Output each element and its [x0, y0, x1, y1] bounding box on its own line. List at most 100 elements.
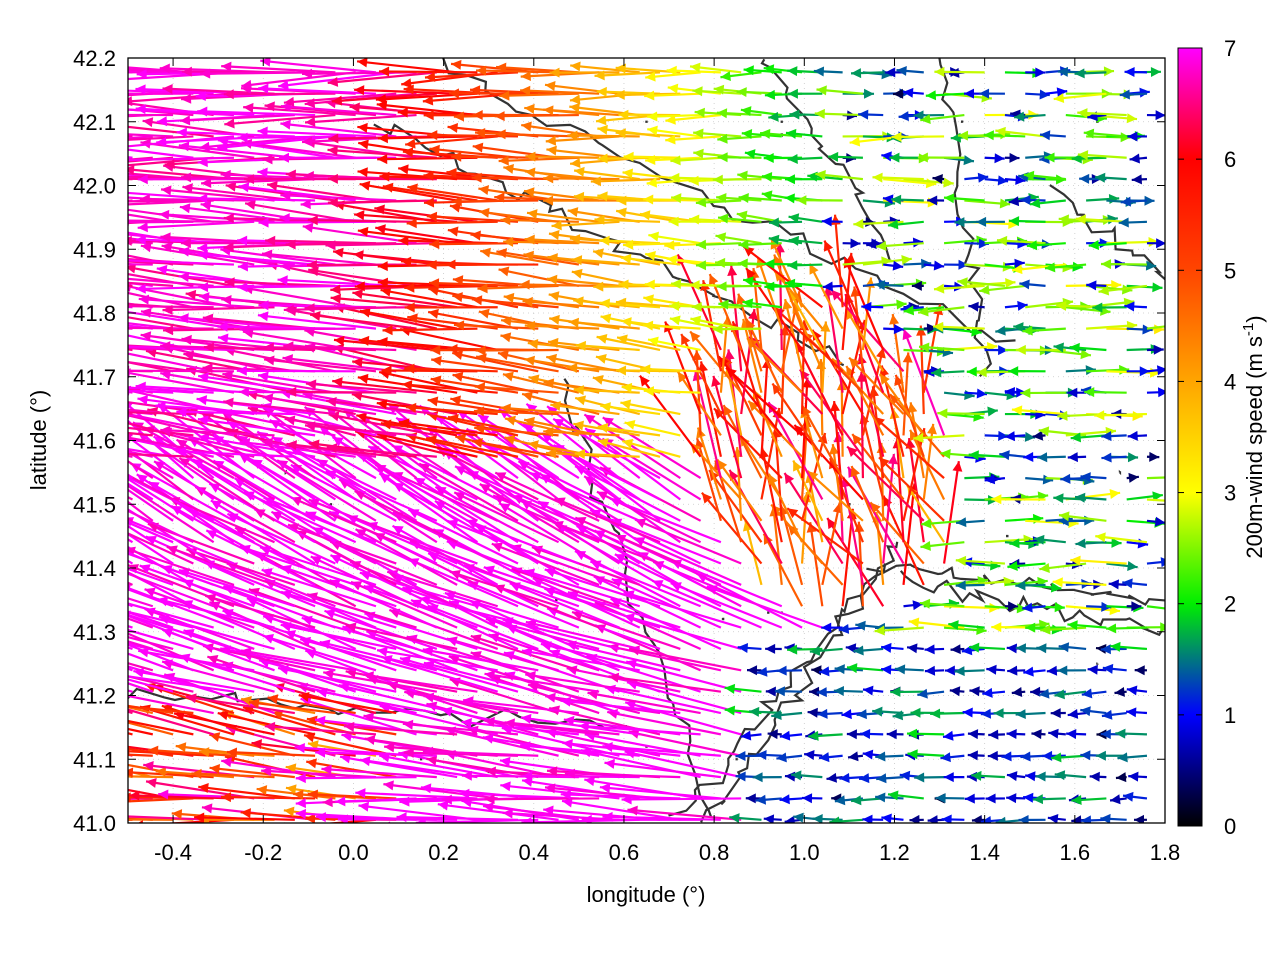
- wind-vector: [128, 797, 133, 800]
- wind-vector: [304, 113, 417, 127]
- wind-vector: [128, 277, 214, 288]
- wind-vector: [643, 386, 701, 397]
- wind-vector: [875, 751, 904, 762]
- wind-vector: [431, 355, 519, 373]
- y-tick-label: 41.7: [73, 365, 116, 390]
- wind-vector: [1053, 92, 1107, 104]
- wind-vector: [495, 62, 579, 74]
- wind-vector: [846, 663, 884, 674]
- wind-vector: [597, 423, 661, 437]
- wind-vector: [816, 85, 864, 96]
- wind-vector: [727, 265, 743, 372]
- wind-vector: [967, 750, 985, 761]
- wind-vector: [971, 770, 1005, 781]
- wind-vector: [1102, 663, 1127, 674]
- wind-vector: [789, 109, 823, 120]
- wind-vector: [543, 173, 620, 184]
- wind-vector: [335, 796, 458, 807]
- wind-vector: [955, 580, 985, 591]
- wind-vector: [858, 109, 884, 120]
- wind-vector: [903, 600, 924, 611]
- wind-vector: [570, 61, 640, 74]
- wind-vector: [911, 280, 924, 291]
- wind-vector: [475, 353, 559, 373]
- wind-vector: [527, 339, 600, 352]
- wind-vector: [525, 670, 640, 693]
- wind-vector: [1042, 750, 1066, 761]
- wind-vector: [405, 135, 498, 149]
- wind-vector: [128, 721, 174, 736]
- wind-vector: [560, 696, 681, 715]
- terrain-contour: [441, 58, 1016, 343]
- wind-vector: [137, 220, 255, 233]
- colorbar-tick-label: 1: [1224, 703, 1236, 728]
- wind-vector: [771, 382, 824, 458]
- wind-vector: [500, 403, 579, 416]
- wind-vector: [745, 793, 762, 804]
- wind-vector: [401, 380, 498, 394]
- wind-vector: [128, 199, 133, 202]
- wind-vector: [1127, 430, 1148, 441]
- wind-vector: [280, 119, 397, 138]
- wind-vector: [882, 453, 898, 564]
- wind-vector: [776, 665, 803, 676]
- wind-vector: [1101, 431, 1127, 442]
- wind-vector: [308, 498, 417, 544]
- wind-vector: [337, 814, 458, 823]
- wind-vector: [496, 248, 580, 266]
- wind-vector: [883, 260, 904, 271]
- wind-vector: [128, 708, 214, 736]
- wind-vector: [560, 789, 681, 800]
- wind-vector: [842, 238, 861, 249]
- wind-vector: [166, 545, 275, 586]
- y-tick-label: 41.2: [73, 684, 116, 709]
- wind-vector: [1080, 472, 1107, 483]
- wind-vector: [933, 283, 985, 294]
- wind-vector: [724, 683, 762, 694]
- wind-vector: [128, 521, 174, 544]
- wind-vector: [695, 197, 742, 208]
- wind-vector: [833, 686, 863, 697]
- wind-vector: [353, 210, 458, 223]
- wind-vector: [1108, 579, 1127, 590]
- wind-vector: [128, 473, 174, 501]
- wind-vector: [785, 128, 823, 139]
- wind-vector: [1118, 217, 1148, 228]
- wind-vector: [145, 778, 255, 800]
- wind-vector: [1077, 150, 1127, 161]
- wind-vector: [304, 421, 417, 437]
- wind-vector: [323, 669, 438, 693]
- x-tick-label: 1.4: [969, 840, 1000, 865]
- wind-vector: [128, 682, 154, 693]
- wind-vectors: [128, 58, 1165, 823]
- wind-vector: [128, 488, 174, 522]
- wind-vector: [423, 660, 539, 693]
- wind-vector: [1100, 259, 1147, 270]
- wind-vector: [404, 363, 498, 374]
- wind-vector: [1025, 67, 1046, 78]
- wind-vector: [1128, 771, 1148, 782]
- wind-vector: [1124, 67, 1147, 78]
- wind-vector: [262, 437, 377, 458]
- wind-vector: [968, 450, 1006, 461]
- wind-vector: [550, 401, 620, 416]
- wind-vector: [1098, 284, 1148, 296]
- wind-vector: [1126, 601, 1142, 612]
- wind-vector: [873, 416, 945, 479]
- wind-vector: [128, 135, 153, 140]
- wind-vector: [525, 151, 600, 162]
- wind-vector: [128, 588, 174, 608]
- wind-vector: [755, 794, 782, 805]
- wind-vector: [1015, 580, 1046, 591]
- wind-vector: [226, 512, 336, 565]
- wind-vector: [890, 686, 924, 697]
- terrain-contour: [700, 541, 899, 823]
- wind-vector: [128, 389, 174, 394]
- wind-vector: [475, 345, 559, 356]
- wind-vector: [356, 58, 458, 74]
- wind-vector: [917, 152, 965, 163]
- wind-vector: [178, 141, 295, 159]
- wind-vector: [1020, 194, 1046, 205]
- wind-vector: [688, 175, 742, 186]
- wind-vector: [1011, 263, 1066, 275]
